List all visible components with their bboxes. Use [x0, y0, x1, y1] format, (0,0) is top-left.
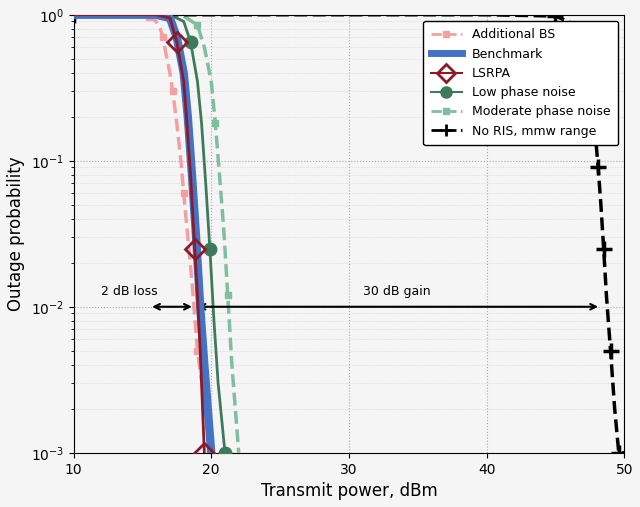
Line: No RIS, mmw range: No RIS, mmw range: [66, 7, 632, 460]
Moderate phase noise: [216, 172, 223, 178]
No RIS, mmw range: [591, 132, 599, 138]
LSRPA: [182, 114, 190, 120]
LSRPA: [194, 292, 202, 298]
Low phase noise: [166, 12, 173, 18]
LSRPA: [191, 245, 198, 251]
LSRPA: [180, 78, 188, 84]
Additional BS: [207, 450, 215, 456]
Text: 30 dB gain: 30 dB gain: [363, 285, 430, 298]
Additional BS: [173, 121, 180, 127]
No RIS, mmw range: [603, 292, 611, 298]
No RIS, mmw range: [583, 62, 591, 68]
Moderate phase noise: [211, 121, 219, 127]
Benchmark: [192, 234, 200, 240]
No RIS, mmw range: [600, 245, 607, 251]
Moderate phase noise: [166, 12, 173, 18]
Additional BS: [194, 348, 202, 354]
Low phase noise: [70, 12, 77, 18]
Line: Additional BS: Additional BS: [71, 12, 214, 456]
Additional BS: [180, 190, 188, 196]
No RIS, mmw range: [607, 348, 614, 354]
No RIS, mmw range: [611, 406, 618, 412]
Moderate phase noise: [180, 13, 188, 19]
Additional BS: [169, 88, 177, 94]
No RIS, mmw range: [588, 92, 595, 98]
Moderate phase noise: [194, 22, 202, 28]
Additional BS: [152, 18, 160, 24]
Benchmark: [70, 12, 77, 18]
No RIS, mmw range: [483, 12, 490, 18]
Additional BS: [70, 12, 77, 18]
No RIS, mmw range: [597, 202, 605, 208]
Benchmark: [152, 12, 160, 18]
Moderate phase noise: [235, 450, 243, 456]
Low phase noise: [202, 180, 209, 187]
Line: Low phase noise: Low phase noise: [74, 15, 225, 453]
No RIS, mmw range: [620, 450, 628, 456]
No RIS, mmw range: [70, 12, 77, 18]
LSRPA: [152, 12, 160, 18]
Low phase noise: [221, 450, 229, 456]
LSRPA: [187, 172, 195, 178]
Additional BS: [184, 234, 191, 240]
Benchmark: [188, 172, 196, 178]
Benchmark: [196, 304, 204, 310]
No RIS, mmw range: [552, 13, 559, 19]
Additional BS: [159, 34, 167, 41]
Moderate phase noise: [228, 362, 236, 368]
Additional BS: [138, 12, 146, 18]
Additional BS: [162, 50, 170, 56]
Benchmark: [173, 34, 180, 41]
Benchmark: [184, 114, 191, 120]
No RIS, mmw range: [595, 164, 602, 170]
Benchmark: [180, 70, 188, 76]
Line: Benchmark: Benchmark: [74, 15, 211, 453]
Additional BS: [156, 26, 164, 32]
Moderate phase noise: [224, 292, 232, 298]
X-axis label: Transmit power, dBm: Transmit power, dBm: [260, 482, 437, 500]
Line: Moderate phase noise: Moderate phase noise: [71, 12, 241, 456]
LSRPA: [200, 450, 208, 456]
Low phase noise: [187, 39, 195, 45]
Benchmark: [207, 450, 215, 456]
Benchmark: [200, 362, 208, 368]
LSRPA: [166, 15, 173, 21]
Y-axis label: Outage probability: Outage probability: [7, 157, 25, 311]
Moderate phase noise: [200, 44, 208, 50]
Low phase noise: [214, 380, 222, 386]
Text: 2 dB loss: 2 dB loss: [101, 285, 157, 298]
Low phase noise: [180, 18, 188, 24]
Additional BS: [145, 14, 153, 20]
Moderate phase noise: [70, 12, 77, 18]
No RIS, mmw range: [615, 450, 623, 456]
LSRPA: [70, 12, 77, 18]
LSRPA: [173, 39, 180, 45]
Additional BS: [125, 12, 132, 18]
No RIS, mmw range: [572, 22, 580, 28]
Moderate phase noise: [207, 78, 215, 84]
Low phase noise: [206, 245, 214, 251]
Line: LSRPA: LSRPA: [74, 15, 204, 453]
Additional BS: [188, 278, 196, 284]
Additional BS: [177, 158, 185, 164]
No RIS, mmw range: [579, 39, 587, 45]
Benchmark: [166, 15, 173, 21]
Additional BS: [166, 70, 173, 76]
Legend: Additional BS, Benchmark, LSRPA, Low phase noise, Moderate phase noise, No RIS, : Additional BS, Benchmark, LSRPA, Low pha…: [423, 21, 618, 145]
Low phase noise: [194, 78, 202, 84]
Low phase noise: [198, 121, 205, 127]
Moderate phase noise: [220, 224, 227, 230]
Low phase noise: [210, 318, 218, 324]
LSRPA: [196, 348, 204, 354]
